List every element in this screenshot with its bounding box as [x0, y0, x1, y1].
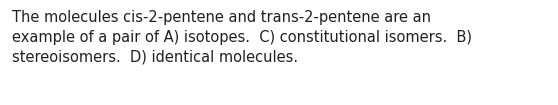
Text: The molecules cis-2-pentene and trans-2-pentene are an
example of a pair of A) i: The molecules cis-2-pentene and trans-2-… [12, 10, 472, 65]
